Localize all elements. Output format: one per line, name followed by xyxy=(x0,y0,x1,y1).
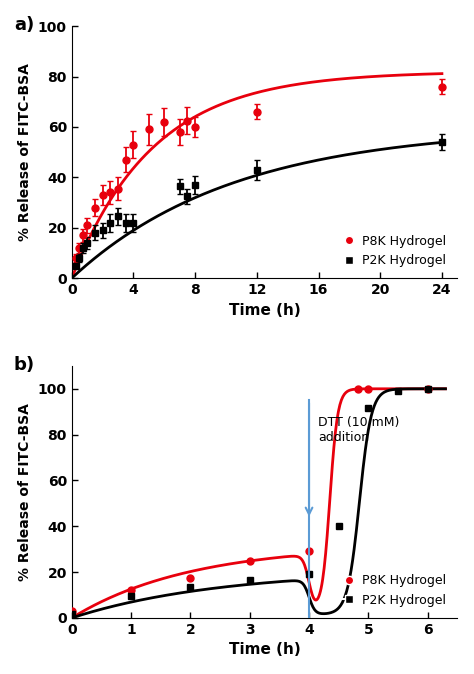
Legend: P8K Hydrogel, P2K Hydrogel: P8K Hydrogel, P2K Hydrogel xyxy=(338,230,451,272)
X-axis label: Time (h): Time (h) xyxy=(228,303,301,317)
Text: b): b) xyxy=(14,356,35,374)
Y-axis label: % Release of FITC-BSA: % Release of FITC-BSA xyxy=(18,403,32,581)
Legend: P8K Hydrogel, P2K Hydrogel: P8K Hydrogel, P2K Hydrogel xyxy=(338,570,451,612)
Text: a): a) xyxy=(14,16,34,34)
X-axis label: Time (h): Time (h) xyxy=(228,642,301,657)
Y-axis label: % Release of FITC-BSA: % Release of FITC-BSA xyxy=(18,63,32,241)
Text: DTT (10 mM)
addition: DTT (10 mM) addition xyxy=(318,417,399,444)
